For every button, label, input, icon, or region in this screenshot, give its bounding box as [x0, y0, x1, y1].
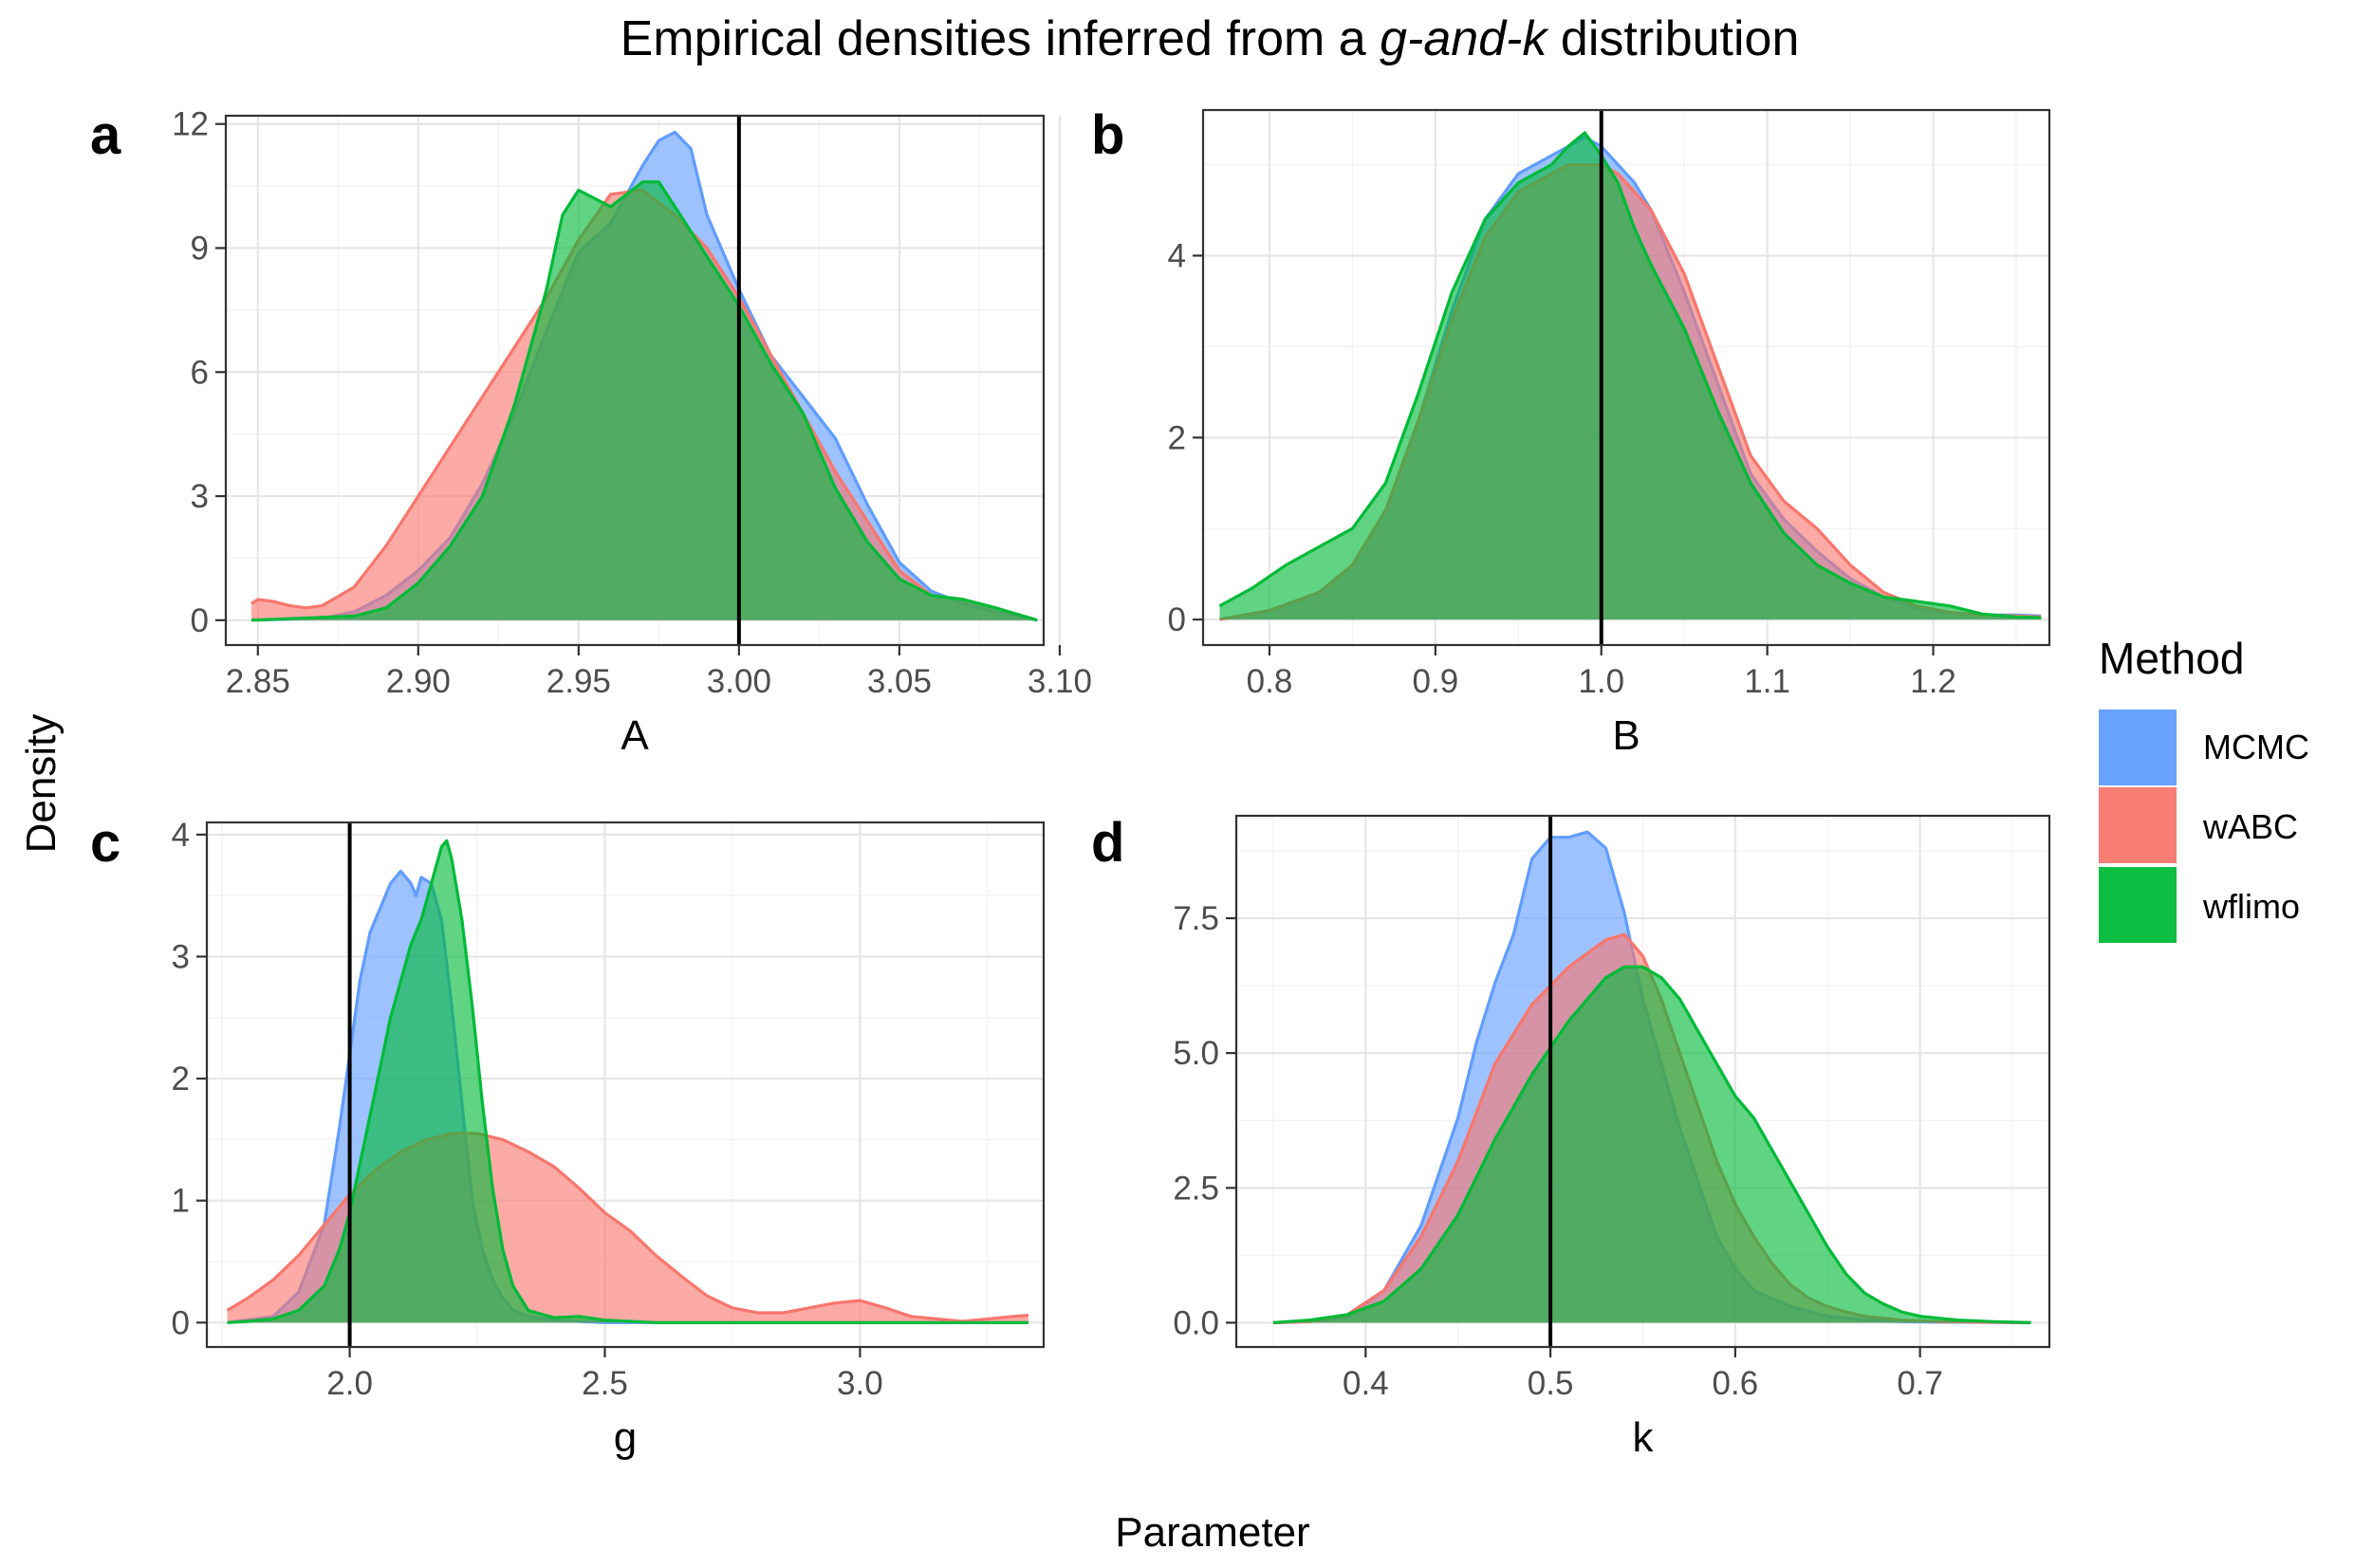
panel-c-outline-wflimo: [227, 839, 1028, 1324]
panel-a-area-wflimo: [251, 181, 1038, 620]
panel-a-x-tick-label: 2.95: [547, 663, 611, 700]
panel-b: 0.8 0.9 1.0 1.1 1.2 0 2 4 Bb: [1091, 104, 2051, 759]
panel-c-y-tick-label: 3: [172, 938, 190, 975]
panel-b-area-wflimo: [1219, 133, 2042, 620]
panel-d-y-tick-label: 2.5: [1173, 1170, 1219, 1207]
panel-d-y-tick-label: 5.0: [1173, 1035, 1219, 1072]
figure-title-suffix: distribution: [1547, 11, 1799, 66]
panel-d-y-tick-label: 7.5: [1173, 900, 1219, 937]
legend-title: Method: [2099, 634, 2244, 683]
panel-c: 2.0 2.5 3.0 0 1 2 3 4 g c: [90, 812, 1046, 1461]
panel-a-border: [224, 114, 1046, 647]
legend-label-wflimo: wflimo: [2202, 887, 2300, 926]
panel-c-border: [205, 821, 1046, 1349]
panel-b-x-axis-title: B: [1612, 712, 1640, 759]
panel-c-y-tick-label: 1: [172, 1183, 190, 1220]
panel-c-x-tick-label: 3.0: [837, 1365, 883, 1402]
panel-b-x-tick-label: 0.8: [1247, 663, 1293, 700]
panel-a-y-tick-label: 6: [191, 354, 209, 391]
panel-b-x-tick-label: 1.2: [1910, 663, 1956, 700]
panel-d-x-tick-label: 0.5: [1528, 1365, 1574, 1402]
panel-a-x-tick-label: 2.90: [386, 663, 451, 700]
panel-c-x-tick-label: 2.5: [582, 1365, 628, 1402]
panel-d-outline-wflimo: [1272, 965, 2031, 1324]
panel-d-x-axis-title: k: [1633, 1414, 1655, 1461]
panel-b-outline-wflimo: [1218, 131, 2042, 619]
panel-c-tag: c: [90, 812, 120, 874]
panel-b-x-tick-label: 0.9: [1413, 663, 1459, 700]
panel-a-outline-wflimo: [250, 180, 1038, 622]
legend-label-mcmc: MCMC: [2203, 728, 2309, 766]
panel-a: 2.85 2.90 2.95 3.00 3.05 3.10 0 3 6 9 12 Aa: [90, 104, 1092, 759]
panel-b-y-tick-label: 0: [1168, 601, 1186, 638]
legend-key-wflimo: [2099, 867, 2177, 943]
legend-label-wabc: wABC: [2202, 807, 2298, 846]
panel-a-x-tick-label: 3.05: [867, 663, 932, 700]
legend-key-wabc: [2099, 787, 2177, 863]
panel-a-x-tick-label: 3.00: [707, 663, 771, 700]
panel-c-y-tick-label: 4: [172, 817, 190, 854]
panel-a-x-tick-label: 3.10: [1028, 663, 1092, 700]
panel-d-x-tick-label: 0.7: [1897, 1365, 1943, 1402]
panel-a-x-tick-label: 2.85: [226, 663, 290, 700]
panel-b-x-tick-label: 1.0: [1578, 663, 1624, 700]
panel-d-border: [1234, 814, 2051, 1349]
panel-d-x-tick-label: 0.6: [1713, 1365, 1759, 1402]
panel-b-y-tick-label: 2: [1168, 419, 1186, 456]
panel-a-x-axis-title: A: [621, 712, 649, 759]
panel-d-tag: d: [1091, 812, 1124, 874]
panel-d: 0.4 0.5 0.6 0.7 0.0 2.5 5.0 7.5 k d: [1091, 812, 2051, 1461]
panel-c-x-axis-title: g: [614, 1414, 637, 1461]
panel-c-y-tick-label: 0: [172, 1304, 190, 1341]
panel-a-y-tick-label: 12: [172, 106, 209, 143]
panel-b-y-tick-label: 4: [1168, 237, 1186, 274]
figure-title-italic: g-and-k: [1380, 11, 1549, 66]
figure-title: Empirical densities inferred from a g-an…: [621, 11, 1800, 66]
panel-c-x-tick-label: 2.0: [326, 1365, 373, 1402]
panel-a-y-tick-label: 0: [191, 602, 209, 639]
panel-d-area-wflimo: [1273, 967, 2031, 1323]
panel-c-area-wflimo: [227, 840, 1028, 1323]
figure-title-prefix: Empirical densities inferred from a: [621, 11, 1380, 66]
panel-b-tag: b: [1091, 104, 1124, 166]
legend-entry-wabc: wABC: [2099, 787, 2298, 863]
legend-entry-wflimo: wflimo: [2099, 867, 2300, 943]
panel-b-x-tick-label: 1.1: [1744, 663, 1790, 700]
legend: Method MCMC wABC wflimo: [2099, 634, 2309, 943]
legend-key-mcmc: [2099, 710, 2177, 785]
panel-a-y-tick-label: 3: [191, 478, 209, 515]
panel-d-x-tick-label: 0.4: [1343, 1365, 1389, 1402]
legend-entry-mcmc: MCMC: [2099, 710, 2309, 785]
panel-c-y-tick-label: 2: [172, 1061, 190, 1098]
panel-a-tag: a: [90, 104, 121, 166]
panel-d-y-tick-label: 0.0: [1173, 1304, 1219, 1341]
panel-a-y-tick-label: 9: [191, 231, 209, 267]
shared-y-axis-title: Density: [18, 714, 65, 854]
panel-b-border: [1201, 108, 2051, 647]
shared-x-axis-title: Parameter: [1115, 1509, 1309, 1556]
